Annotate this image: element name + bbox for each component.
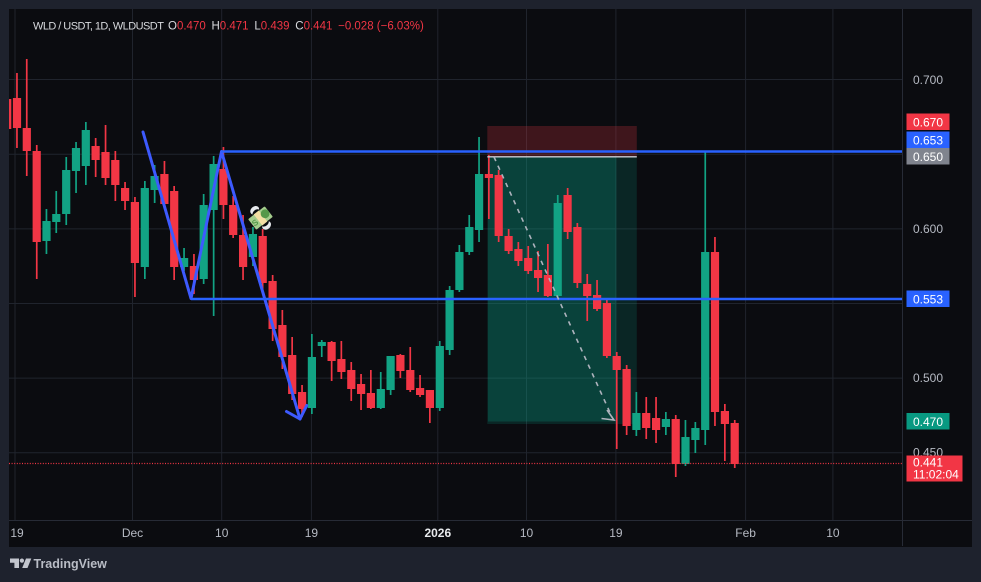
svg-text:19: 19 — [10, 526, 24, 540]
svg-text:0.470: 0.470 — [913, 415, 943, 429]
svg-text:O0.470 H0.471 L0.439 C0.441 −0: O0.470 H0.471 L0.439 C0.441 −0.028 (−6.0… — [168, 21, 424, 33]
svg-text:WLD / USDT, 1D, WLDUSDT: WLD / USDT, 1D, WLDUSDT — [33, 21, 164, 33]
svg-text:0.700: 0.700 — [913, 73, 943, 87]
svg-text:10: 10 — [826, 526, 840, 540]
svg-text:19: 19 — [609, 526, 623, 540]
svg-text:2026: 2026 — [424, 526, 451, 540]
svg-text:0.670: 0.670 — [913, 116, 943, 130]
svg-text:0.553: 0.553 — [913, 293, 943, 307]
svg-text:TradingView: TradingView — [34, 557, 108, 571]
svg-text:0.600: 0.600 — [913, 222, 943, 236]
svg-text:0.500: 0.500 — [913, 371, 943, 385]
svg-text:0.653: 0.653 — [913, 134, 943, 148]
svg-text:10: 10 — [520, 526, 534, 540]
svg-text:11:02:04: 11:02:04 — [913, 468, 959, 482]
svg-text:10: 10 — [215, 526, 229, 540]
svg-text:Feb: Feb — [735, 526, 756, 540]
svg-text:Dec: Dec — [122, 526, 143, 540]
svg-text:0.650: 0.650 — [913, 150, 943, 164]
svg-text:0.441: 0.441 — [913, 456, 943, 470]
svg-text:S: S — [250, 217, 261, 229]
svg-text:19: 19 — [305, 526, 319, 540]
